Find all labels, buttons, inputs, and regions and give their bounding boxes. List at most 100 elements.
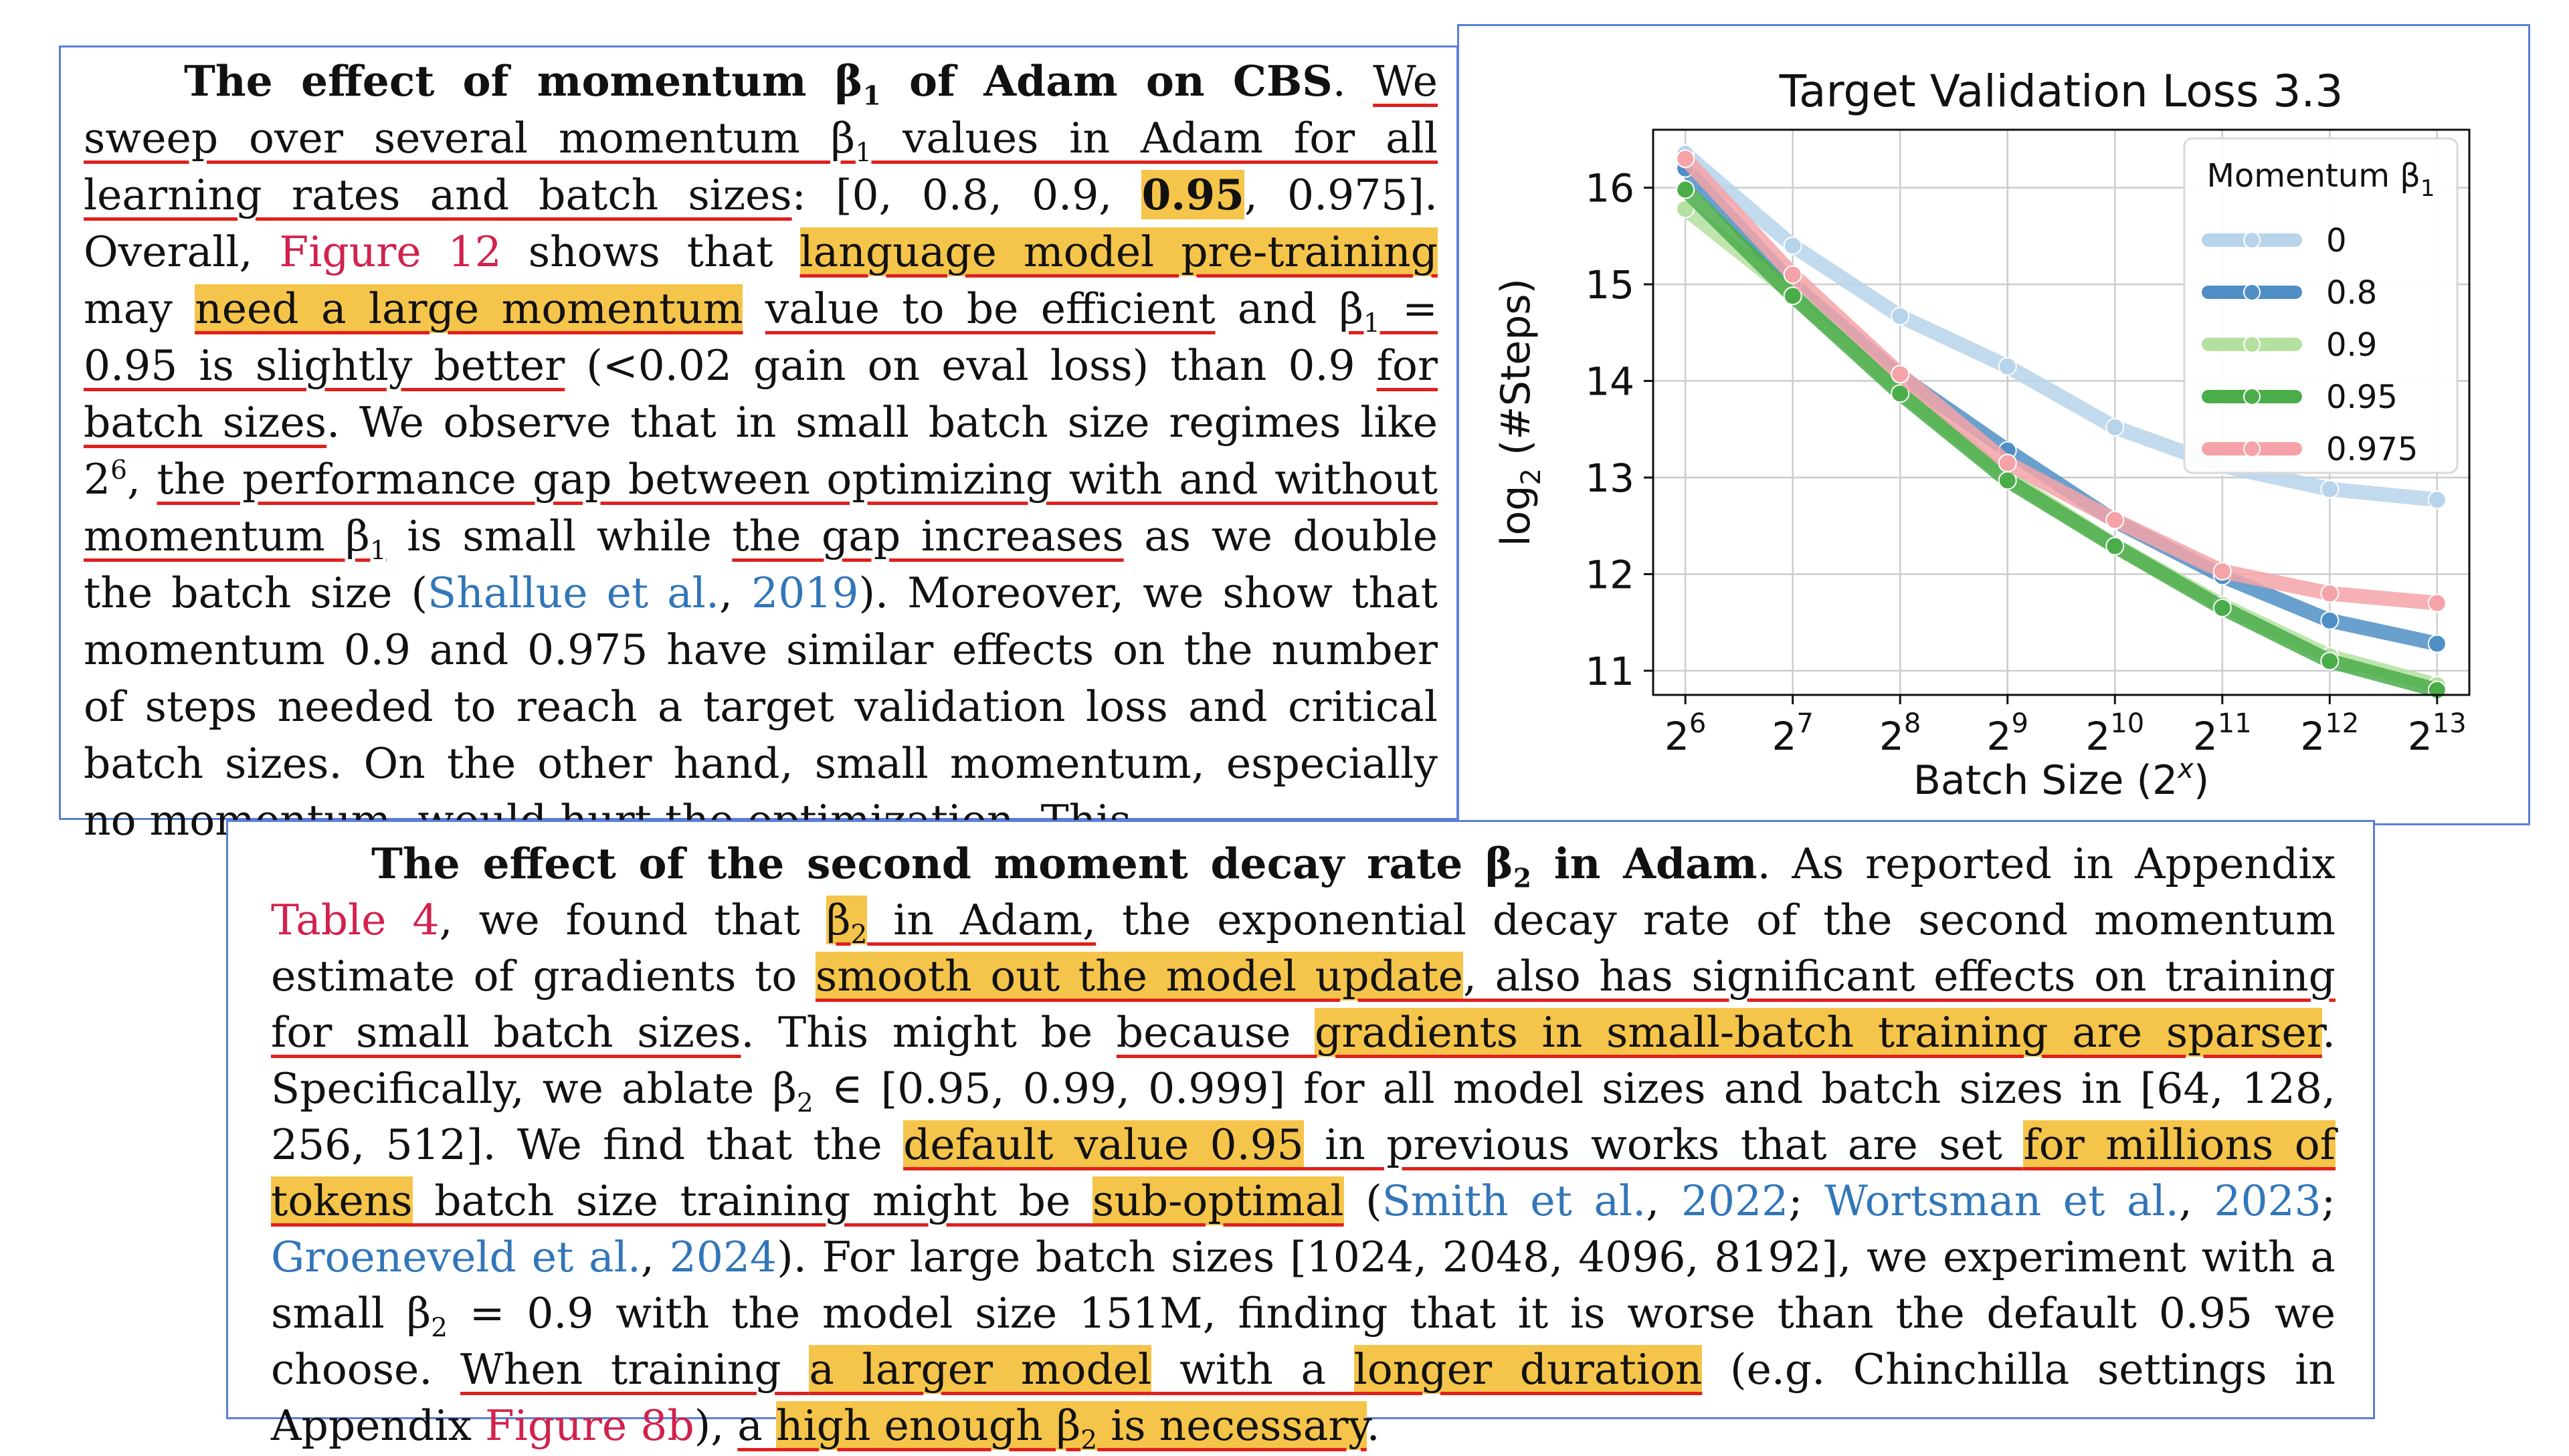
legend-marker xyxy=(2243,336,2261,353)
text-span: shows that xyxy=(501,227,800,276)
data-point xyxy=(1891,306,1910,326)
heading-tail: of Adam on CBS xyxy=(880,56,1333,106)
highlighted-value: 0.95 xyxy=(1141,170,1244,219)
data-point xyxy=(2320,480,2340,499)
highlight-sub: 2 xyxy=(850,920,868,950)
underline-text: in Adam, xyxy=(867,896,1097,944)
text-span: . Specifically, we ablate β xyxy=(271,1008,2336,1113)
x-tick-label: 211 xyxy=(2193,708,2252,759)
data-point xyxy=(1783,236,1802,255)
highlight-span: smooth out the model update xyxy=(815,952,1464,1001)
text-span: may xyxy=(84,284,195,333)
highlight-span: longer duration xyxy=(1353,1345,1703,1394)
citation-groeneveld-link[interactable]: Groeneveld et al. xyxy=(271,1233,641,1281)
underline-text: We sweep over several momentum β xyxy=(84,57,1438,163)
data-point xyxy=(2212,599,2232,617)
text-span: , xyxy=(126,455,157,504)
citation-wortsman-link[interactable]: Wortsman et al. xyxy=(1824,1176,2179,1225)
y-tick-label: 16 xyxy=(1585,166,1634,211)
highlight-span: high enough β2 is necessary xyxy=(775,1401,1367,1454)
text-span: . We observe that in small batch size re… xyxy=(84,398,1438,504)
highlight-sub: 2 xyxy=(1080,1425,1098,1456)
text-span: ; xyxy=(2321,1176,2336,1225)
legend-label: 0.8 xyxy=(2326,274,2377,312)
legend-label: 0.9 xyxy=(2326,326,2377,364)
legend-label: 0.95 xyxy=(2326,379,2398,416)
underline-span: When training xyxy=(460,1345,810,1394)
underline-span: batch size training might be xyxy=(412,1176,1092,1225)
figure-8b-link[interactable]: Figure 8b xyxy=(485,1401,694,1450)
text-span: , xyxy=(640,1233,670,1281)
data-point xyxy=(1998,453,2017,473)
text-span: ), xyxy=(694,1401,738,1450)
paragraph-second-moment: The effect of the second moment decay ra… xyxy=(271,835,2336,1454)
x-axis-label: Batch Size (2x) xyxy=(1913,754,2209,804)
text-span: ; xyxy=(1788,1176,1825,1225)
text-span: ( xyxy=(1343,1176,1382,1225)
heading-text: The effect of momentum β xyxy=(184,56,863,106)
text-span: = 0.9 with the model size 151M, finding … xyxy=(271,1289,2336,1394)
data-point xyxy=(2105,536,2125,556)
text-span: . This might be xyxy=(741,1008,1117,1057)
x-tick-label: 210 xyxy=(2085,708,2144,759)
text-span: . xyxy=(1332,57,1373,106)
figure-12-link[interactable]: Figure 12 xyxy=(279,227,502,276)
text-span: . As reported in Appendix xyxy=(1757,839,2336,888)
y-tick-label: 12 xyxy=(1585,552,1634,597)
underline-sub: 1 xyxy=(855,138,872,169)
underline-span: for batch sizes xyxy=(84,341,1438,447)
x-tick-label: 212 xyxy=(2300,708,2359,759)
text-span: : [0, 0.8, 0.9, xyxy=(791,171,1142,219)
underline-span: the gap increases xyxy=(732,512,1124,560)
highlight-span: default value 0.95 xyxy=(903,1120,1304,1169)
x-tick-label: 26 xyxy=(1664,708,1706,759)
data-point xyxy=(2320,611,2340,630)
line-chart: 26 27 28 29 210 211 212 213 11 12 13 14 15 16 Target … xyxy=(1493,66,2471,804)
data-point xyxy=(1676,180,1695,199)
data-point xyxy=(2320,584,2340,603)
text-span: is small while xyxy=(386,512,733,560)
highlight-span: β2 xyxy=(826,896,868,948)
highlight-span: sub-optimal xyxy=(1092,1176,1344,1225)
x-tick-label: 28 xyxy=(1879,708,1921,759)
y-tick-label: 15 xyxy=(1585,262,1634,308)
legend-label: 0.975 xyxy=(2326,431,2418,468)
plot-frame xyxy=(1652,128,2471,696)
underline-span: β1 = 0.95 is slightly better xyxy=(84,284,1438,390)
citation-wortsman-year-link[interactable]: 2023 xyxy=(2214,1176,2321,1225)
underline-sub: 1 xyxy=(1363,308,1380,339)
citation-shallue-link[interactable]: Shallue et al. xyxy=(427,568,719,617)
highlight-text: is necessary xyxy=(1097,1401,1367,1450)
underline-span: the performance gap between optimizing w… xyxy=(84,455,1438,564)
chart-title: Target Validation Loss 3.3 xyxy=(1779,66,2344,117)
citation-smith-year-link[interactable]: 2022 xyxy=(1681,1176,1789,1225)
text-span: , we found that xyxy=(439,896,827,944)
citation-shallue-year-link[interactable]: 2019 xyxy=(751,568,859,617)
highlight-span: need a large momentum xyxy=(195,284,743,333)
text-span: , 0.975]. Overall, xyxy=(84,171,1438,276)
subscript: 2 xyxy=(431,1313,448,1344)
heading-second-moment: The effect of the second moment decay ra… xyxy=(371,839,1757,892)
text-span: ). For large batch sizes [1024, 2048, 40… xyxy=(271,1233,2336,1338)
text-span: ∈ [0.95, 0.99, 0.999] for all model size… xyxy=(271,1064,2336,1169)
underline-span: in previous works that are set xyxy=(1303,1120,2024,1169)
underline-text: β xyxy=(1339,284,1364,333)
underline-text: = 0.95 is slightly better xyxy=(84,284,1438,390)
data-point xyxy=(2427,634,2447,653)
text-span: (<0.02 gain on eval loss) than 0.9 xyxy=(565,341,1377,390)
data-point xyxy=(1891,365,1910,384)
legend-title: Momentum β1 xyxy=(2206,157,2435,202)
citation-smith-link[interactable]: Smith et al. xyxy=(1382,1176,1646,1225)
underline-span: , also has significant effects on traini… xyxy=(271,952,2336,1057)
y-axis-label: log2 (#Steps) xyxy=(1493,278,1547,546)
underline-sub: 1 xyxy=(369,536,387,566)
text-span: . xyxy=(1366,1401,1380,1450)
paragraph-momentum-panel: The effect of momentum β 1 of Adam on CBS… xyxy=(59,45,1458,845)
data-point xyxy=(1783,286,1802,306)
citation-groeneveld-year-link[interactable]: 2024 xyxy=(669,1233,777,1281)
legend-marker xyxy=(2243,284,2261,301)
underline-span: with a xyxy=(1151,1345,1354,1394)
table-4-link[interactable]: Table 4 xyxy=(271,896,440,944)
x-tick-label: 29 xyxy=(1987,708,2028,759)
chart-panel: 26 27 28 29 210 211 212 213 11 12 13 14 15 16 Target … xyxy=(1457,24,2530,825)
